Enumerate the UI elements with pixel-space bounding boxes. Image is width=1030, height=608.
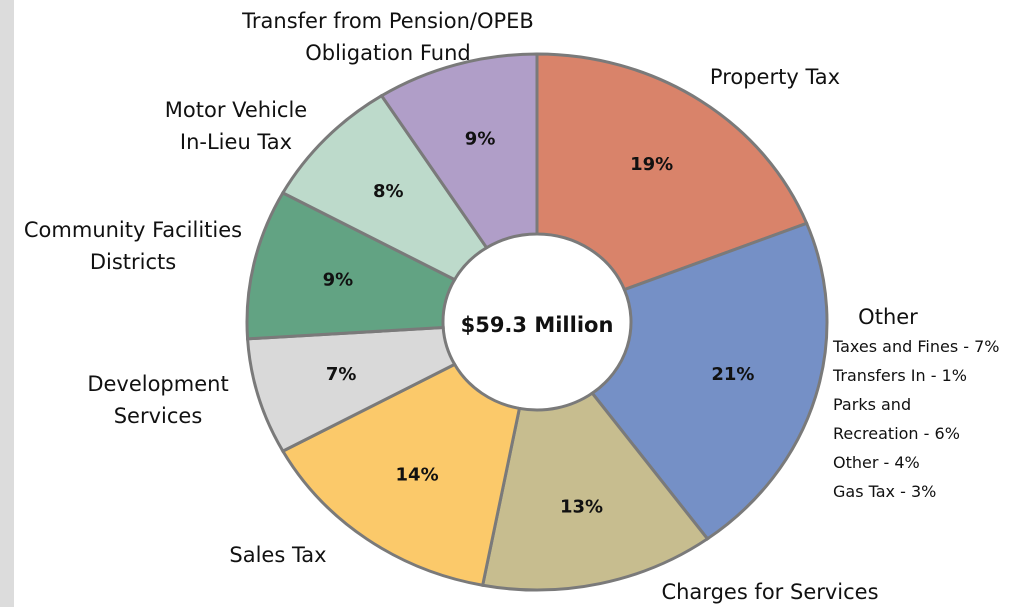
data-label: 9%: [465, 129, 496, 150]
data-label: 7%: [326, 364, 357, 385]
breakdown-item: Other - 4%: [833, 453, 920, 472]
donut-segment: [379, 52, 539, 250]
data-label: 9%: [323, 270, 354, 291]
center-hole: [445, 236, 629, 408]
donut-segment: [280, 362, 522, 587]
data-label: 21%: [711, 364, 754, 385]
breakdown-item: Parks and Recreation - 6%: [833, 395, 960, 443]
category-label: Other: [858, 305, 918, 329]
donut-segment: [535, 52, 809, 292]
breakdown-item: Transfers In - 1%: [833, 366, 967, 385]
category-label: Community Facilities Districts: [23, 218, 243, 274]
category-label: Sales Tax: [229, 543, 327, 567]
category-label: Property Tax: [709, 65, 841, 89]
breakdown-item: Gas Tax - 3%: [833, 482, 937, 501]
donut-segment: [480, 391, 710, 592]
category-label: Transfer from Pension/OPEB Obligation Fu…: [242, 9, 534, 65]
category-label: Motor Vehicle In-Lieu Tax: [164, 98, 308, 154]
category-label: Development Services: [87, 372, 229, 428]
side-strip: [0, 0, 14, 607]
breakdown-item: Taxes and Fines - 7%: [833, 337, 1000, 356]
data-label: 19%: [630, 154, 673, 175]
data-label: 8%: [373, 181, 404, 202]
data-label: 13%: [560, 496, 603, 517]
donut-segment: [280, 93, 489, 282]
data-label: 14%: [396, 465, 439, 486]
category-label: Charges for Services: [661, 580, 879, 604]
donut-segment: [590, 221, 829, 541]
center-label: $59.3 Million: [461, 313, 614, 337]
donut-segment: [245, 190, 457, 341]
